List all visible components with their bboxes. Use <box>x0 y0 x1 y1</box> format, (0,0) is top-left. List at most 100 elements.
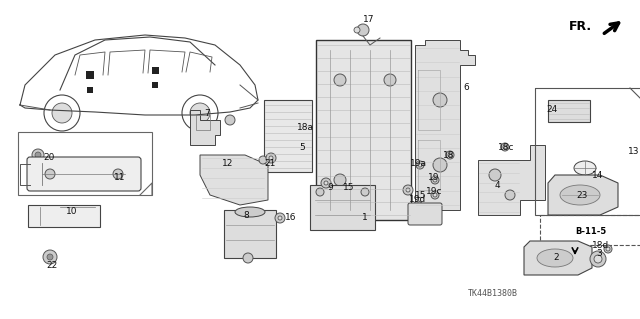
FancyBboxPatch shape <box>224 210 276 258</box>
Text: 19c: 19c <box>426 188 442 197</box>
FancyBboxPatch shape <box>316 40 411 220</box>
Circle shape <box>266 153 276 163</box>
Circle shape <box>190 103 210 123</box>
Circle shape <box>354 27 360 33</box>
FancyBboxPatch shape <box>152 82 158 88</box>
Circle shape <box>489 169 501 181</box>
Circle shape <box>44 95 80 131</box>
Text: 20: 20 <box>44 152 54 161</box>
Polygon shape <box>190 110 220 145</box>
FancyBboxPatch shape <box>86 71 94 79</box>
Text: 10: 10 <box>67 207 77 217</box>
Circle shape <box>361 188 369 196</box>
FancyBboxPatch shape <box>27 157 141 191</box>
Circle shape <box>433 93 447 107</box>
Polygon shape <box>415 40 475 210</box>
Text: 18: 18 <box>444 151 455 160</box>
Text: 1: 1 <box>362 213 368 222</box>
FancyBboxPatch shape <box>548 100 590 122</box>
Text: TK44B1380B: TK44B1380B <box>468 289 518 298</box>
FancyBboxPatch shape <box>152 67 159 74</box>
Ellipse shape <box>235 207 265 217</box>
Text: 5: 5 <box>299 144 305 152</box>
Circle shape <box>278 216 282 220</box>
Polygon shape <box>548 175 618 215</box>
Circle shape <box>43 250 57 264</box>
Text: 17: 17 <box>364 16 375 25</box>
Text: 18d: 18d <box>593 241 610 250</box>
Ellipse shape <box>560 185 600 205</box>
Circle shape <box>384 74 396 86</box>
Text: FR.: FR. <box>569 20 592 33</box>
Circle shape <box>604 245 612 253</box>
Circle shape <box>47 254 53 260</box>
Circle shape <box>406 188 410 192</box>
Text: 18a: 18a <box>296 123 314 132</box>
Text: 12: 12 <box>222 159 234 167</box>
Circle shape <box>182 95 218 131</box>
Text: 15: 15 <box>343 183 355 192</box>
Circle shape <box>433 178 437 182</box>
FancyBboxPatch shape <box>264 100 312 172</box>
Circle shape <box>357 24 369 36</box>
Text: 14: 14 <box>592 170 604 180</box>
Text: 8: 8 <box>243 211 249 220</box>
Circle shape <box>113 169 123 179</box>
Polygon shape <box>524 241 592 275</box>
Text: 19: 19 <box>428 174 440 182</box>
Circle shape <box>324 181 328 185</box>
Circle shape <box>269 156 273 160</box>
Text: 19d: 19d <box>410 196 427 204</box>
Bar <box>18 132 152 195</box>
Circle shape <box>418 163 422 167</box>
Circle shape <box>501 143 509 151</box>
Circle shape <box>403 185 413 195</box>
Ellipse shape <box>574 161 596 175</box>
Circle shape <box>433 158 447 172</box>
Polygon shape <box>200 155 268 205</box>
Circle shape <box>606 247 610 251</box>
Text: 9: 9 <box>327 183 333 192</box>
Circle shape <box>259 156 267 164</box>
Text: 18c: 18c <box>498 143 515 152</box>
Text: 22: 22 <box>46 261 58 270</box>
Text: 13: 13 <box>628 147 640 157</box>
Circle shape <box>35 152 41 158</box>
Circle shape <box>448 153 452 157</box>
Circle shape <box>334 74 346 86</box>
FancyBboxPatch shape <box>28 205 100 227</box>
Circle shape <box>594 255 602 263</box>
Circle shape <box>446 151 454 159</box>
Circle shape <box>414 201 422 209</box>
Circle shape <box>416 161 424 169</box>
Circle shape <box>225 115 235 125</box>
Circle shape <box>275 213 285 223</box>
Circle shape <box>316 188 324 196</box>
Text: 3: 3 <box>596 249 602 258</box>
Bar <box>540 215 640 245</box>
Bar <box>535 88 640 215</box>
Circle shape <box>32 149 44 161</box>
Text: 7: 7 <box>204 108 210 117</box>
FancyBboxPatch shape <box>408 203 442 225</box>
FancyBboxPatch shape <box>87 87 93 93</box>
Circle shape <box>334 174 346 186</box>
Circle shape <box>321 178 331 188</box>
Text: 21: 21 <box>264 159 276 167</box>
Text: 23: 23 <box>576 191 588 201</box>
Text: 19a: 19a <box>410 159 426 167</box>
Circle shape <box>590 251 606 267</box>
Ellipse shape <box>537 249 573 267</box>
Circle shape <box>416 203 420 207</box>
Text: 16: 16 <box>285 213 297 222</box>
Circle shape <box>503 145 507 149</box>
Text: 6: 6 <box>463 83 469 92</box>
Circle shape <box>433 193 437 197</box>
Text: 4: 4 <box>494 181 500 189</box>
Circle shape <box>431 191 439 199</box>
Circle shape <box>52 103 72 123</box>
Text: 11: 11 <box>115 174 125 182</box>
Circle shape <box>505 190 515 200</box>
FancyBboxPatch shape <box>310 185 375 230</box>
Text: 15: 15 <box>415 190 427 199</box>
